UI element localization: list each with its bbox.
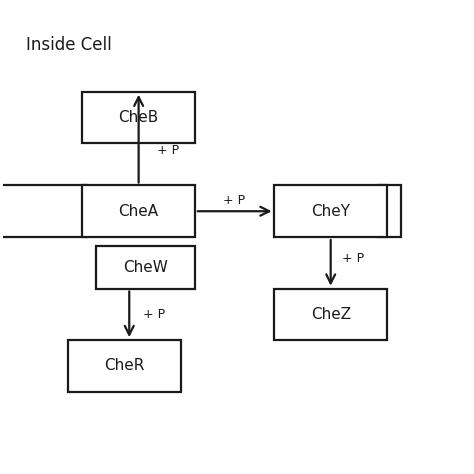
FancyBboxPatch shape [82, 185, 195, 237]
Text: CheR: CheR [104, 358, 145, 374]
Text: + P: + P [342, 252, 365, 264]
Text: + P: + P [143, 308, 165, 321]
FancyBboxPatch shape [97, 246, 195, 289]
Text: CheZ: CheZ [310, 307, 351, 322]
Text: + P: + P [157, 144, 180, 157]
FancyBboxPatch shape [377, 185, 401, 237]
FancyBboxPatch shape [68, 340, 181, 392]
FancyBboxPatch shape [274, 185, 387, 237]
Text: CheW: CheW [123, 260, 168, 275]
Text: CheA: CheA [118, 204, 159, 219]
Text: CheY: CheY [311, 204, 350, 219]
FancyBboxPatch shape [0, 185, 87, 237]
FancyBboxPatch shape [274, 289, 387, 340]
Text: Inside Cell: Inside Cell [26, 36, 112, 54]
FancyBboxPatch shape [82, 92, 195, 143]
Text: CheB: CheB [118, 110, 159, 125]
Text: + P: + P [223, 194, 245, 207]
